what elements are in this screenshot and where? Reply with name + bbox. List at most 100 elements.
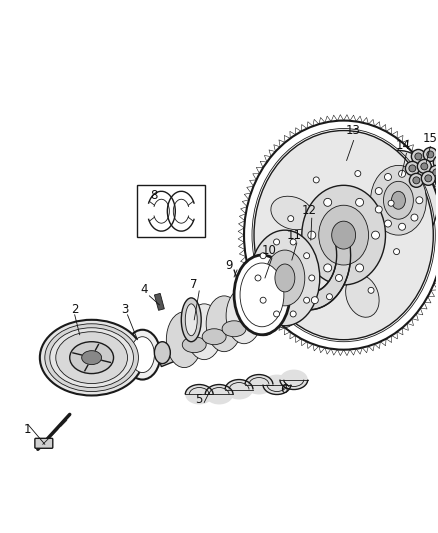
- Circle shape: [260, 253, 266, 259]
- Ellipse shape: [254, 131, 433, 340]
- Circle shape: [437, 159, 438, 166]
- Text: 9: 9: [225, 259, 233, 271]
- Circle shape: [433, 156, 438, 169]
- Ellipse shape: [225, 379, 253, 399]
- Ellipse shape: [226, 288, 262, 344]
- Ellipse shape: [246, 280, 282, 336]
- Text: 3: 3: [121, 303, 128, 316]
- Circle shape: [304, 297, 310, 303]
- Ellipse shape: [266, 272, 302, 328]
- Text: 8: 8: [151, 189, 158, 202]
- Circle shape: [355, 171, 361, 176]
- Ellipse shape: [56, 332, 127, 384]
- Circle shape: [304, 253, 310, 259]
- Circle shape: [255, 275, 261, 281]
- Circle shape: [260, 297, 266, 303]
- Circle shape: [417, 159, 431, 173]
- Ellipse shape: [234, 255, 290, 335]
- Bar: [138, 185, 205, 237]
- Ellipse shape: [166, 312, 202, 368]
- Text: 14: 14: [396, 139, 411, 152]
- Text: 10: 10: [261, 244, 276, 256]
- Ellipse shape: [81, 351, 102, 365]
- Circle shape: [416, 197, 423, 204]
- Circle shape: [290, 239, 296, 245]
- Circle shape: [424, 148, 437, 161]
- Circle shape: [411, 149, 425, 164]
- Text: 7: 7: [191, 278, 198, 292]
- Circle shape: [293, 264, 299, 270]
- Circle shape: [388, 200, 394, 206]
- Circle shape: [324, 264, 332, 272]
- Ellipse shape: [319, 205, 368, 265]
- Circle shape: [425, 175, 432, 182]
- Ellipse shape: [240, 263, 284, 327]
- Circle shape: [411, 214, 418, 221]
- Circle shape: [399, 170, 406, 177]
- Circle shape: [313, 177, 319, 183]
- Text: 2: 2: [71, 303, 78, 316]
- Ellipse shape: [222, 321, 246, 337]
- Ellipse shape: [302, 185, 385, 285]
- Bar: [155, 293, 164, 310]
- Ellipse shape: [182, 337, 206, 353]
- Ellipse shape: [242, 313, 266, 329]
- Ellipse shape: [250, 230, 320, 326]
- Circle shape: [336, 274, 343, 281]
- Ellipse shape: [185, 384, 213, 405]
- Ellipse shape: [263, 375, 291, 394]
- Polygon shape: [267, 228, 350, 310]
- Circle shape: [308, 231, 316, 239]
- Ellipse shape: [40, 320, 143, 395]
- Ellipse shape: [384, 181, 413, 219]
- Ellipse shape: [202, 329, 226, 345]
- Circle shape: [326, 294, 332, 300]
- Circle shape: [399, 223, 406, 230]
- Text: 15: 15: [423, 132, 438, 145]
- Circle shape: [406, 161, 419, 175]
- Circle shape: [283, 287, 290, 294]
- Text: 4: 4: [141, 284, 148, 296]
- Ellipse shape: [280, 369, 308, 390]
- Ellipse shape: [346, 274, 379, 317]
- Circle shape: [411, 180, 418, 187]
- Ellipse shape: [131, 337, 154, 373]
- Ellipse shape: [205, 384, 233, 405]
- Ellipse shape: [45, 324, 138, 392]
- Circle shape: [415, 153, 422, 160]
- Text: 13: 13: [346, 124, 361, 137]
- Ellipse shape: [371, 165, 426, 235]
- FancyBboxPatch shape: [35, 438, 53, 448]
- Circle shape: [394, 248, 399, 255]
- Circle shape: [421, 163, 428, 170]
- Ellipse shape: [186, 304, 222, 360]
- Circle shape: [274, 239, 279, 245]
- Circle shape: [356, 264, 364, 272]
- Circle shape: [371, 231, 379, 239]
- Circle shape: [413, 177, 420, 184]
- Circle shape: [288, 216, 294, 222]
- Circle shape: [429, 165, 438, 179]
- Text: 1: 1: [24, 423, 32, 436]
- Circle shape: [274, 311, 279, 317]
- Ellipse shape: [371, 185, 412, 220]
- Circle shape: [309, 275, 315, 281]
- Circle shape: [375, 206, 382, 213]
- Circle shape: [433, 169, 438, 176]
- Ellipse shape: [181, 298, 201, 342]
- Circle shape: [385, 173, 392, 181]
- Ellipse shape: [185, 304, 197, 336]
- Circle shape: [356, 198, 364, 206]
- Text: 11: 11: [286, 229, 301, 241]
- Circle shape: [375, 188, 382, 195]
- Ellipse shape: [50, 328, 134, 387]
- Ellipse shape: [206, 296, 242, 352]
- Ellipse shape: [275, 264, 295, 292]
- Ellipse shape: [359, 150, 438, 250]
- Circle shape: [421, 172, 435, 185]
- Circle shape: [311, 297, 318, 304]
- Circle shape: [324, 198, 332, 206]
- Ellipse shape: [124, 330, 160, 379]
- Text: 5: 5: [195, 393, 203, 406]
- Text: 6: 6: [280, 383, 288, 396]
